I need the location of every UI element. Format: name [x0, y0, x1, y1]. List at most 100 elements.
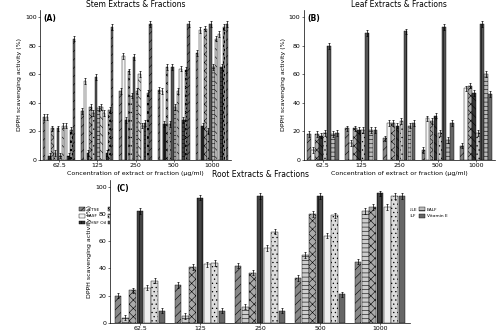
- Bar: [136, 91, 138, 160]
- Text: (B): (B): [308, 14, 320, 24]
- Bar: [168, 124, 171, 160]
- Bar: [376, 193, 384, 323]
- Bar: [388, 123, 391, 160]
- Bar: [484, 74, 488, 160]
- Bar: [92, 113, 94, 160]
- Bar: [176, 91, 179, 160]
- Bar: [138, 74, 141, 160]
- Bar: [166, 67, 168, 160]
- Bar: [120, 91, 122, 160]
- Bar: [204, 29, 206, 160]
- Bar: [144, 123, 146, 160]
- Bar: [408, 126, 412, 160]
- Bar: [362, 211, 369, 323]
- Bar: [358, 130, 361, 160]
- Bar: [70, 130, 72, 160]
- Bar: [196, 197, 203, 323]
- Y-axis label: DPPH scavenging activity (%): DPPH scavenging activity (%): [17, 38, 22, 132]
- Bar: [324, 236, 330, 323]
- Bar: [264, 248, 270, 323]
- Bar: [90, 107, 92, 160]
- Bar: [384, 207, 390, 323]
- Bar: [51, 129, 54, 160]
- Bar: [370, 207, 376, 323]
- Bar: [130, 290, 136, 323]
- Text: (A): (A): [44, 14, 56, 24]
- Bar: [426, 119, 430, 160]
- Bar: [295, 278, 302, 323]
- Bar: [327, 46, 331, 160]
- Bar: [400, 121, 404, 160]
- Bar: [115, 296, 121, 323]
- Bar: [315, 134, 318, 160]
- Bar: [211, 263, 218, 323]
- Bar: [223, 27, 226, 160]
- Bar: [215, 39, 218, 160]
- Y-axis label: DPPH scavenging activity (%): DPPH scavenging activity (%): [87, 205, 92, 298]
- Bar: [235, 266, 242, 323]
- Bar: [56, 129, 59, 160]
- Bar: [302, 255, 309, 323]
- Bar: [392, 123, 395, 160]
- Bar: [108, 110, 111, 160]
- Bar: [122, 318, 129, 323]
- Bar: [355, 262, 362, 323]
- Bar: [182, 120, 184, 160]
- Bar: [353, 129, 357, 160]
- Bar: [59, 156, 62, 160]
- Bar: [84, 81, 86, 160]
- Bar: [438, 133, 442, 160]
- Bar: [472, 93, 476, 160]
- Bar: [68, 156, 70, 160]
- Bar: [331, 215, 338, 323]
- Bar: [331, 134, 335, 160]
- Bar: [396, 126, 399, 160]
- Bar: [404, 31, 407, 160]
- Bar: [46, 117, 48, 160]
- Bar: [464, 89, 468, 160]
- Bar: [212, 67, 214, 160]
- Bar: [336, 133, 339, 160]
- Bar: [345, 129, 349, 160]
- Bar: [174, 107, 176, 160]
- Bar: [384, 139, 387, 160]
- Bar: [133, 57, 136, 160]
- Bar: [207, 131, 209, 160]
- Bar: [81, 111, 84, 160]
- Bar: [98, 109, 100, 160]
- Bar: [180, 69, 182, 160]
- Bar: [446, 140, 450, 160]
- Bar: [210, 24, 212, 160]
- Bar: [43, 117, 46, 160]
- Bar: [310, 214, 316, 323]
- Text: (C): (C): [116, 184, 128, 193]
- Bar: [398, 196, 405, 323]
- Bar: [149, 24, 152, 160]
- Bar: [250, 272, 256, 323]
- Bar: [73, 39, 76, 160]
- Bar: [160, 91, 163, 160]
- Bar: [198, 30, 201, 160]
- Bar: [171, 67, 173, 160]
- Bar: [242, 307, 249, 323]
- Bar: [188, 24, 190, 160]
- X-axis label: Concentration of extract or fraction (μg/ml): Concentration of extract or fraction (μg…: [331, 171, 468, 176]
- Bar: [141, 126, 144, 160]
- Bar: [422, 150, 426, 160]
- Bar: [476, 133, 480, 160]
- Bar: [349, 143, 353, 160]
- Bar: [158, 311, 165, 323]
- Bar: [202, 126, 204, 160]
- Bar: [64, 126, 67, 160]
- X-axis label: Concentration of extract or fraction (μg/ml): Concentration of extract or fraction (μg…: [67, 171, 204, 176]
- Bar: [136, 211, 143, 323]
- Bar: [488, 94, 492, 160]
- Bar: [256, 196, 264, 323]
- Title: Stem Extracts & Fractions: Stem Extracts & Fractions: [86, 0, 186, 9]
- Bar: [271, 232, 278, 323]
- Title: Leaf Extracts & Fractions: Leaf Extracts & Fractions: [352, 0, 448, 9]
- Bar: [158, 90, 160, 160]
- Bar: [125, 120, 128, 160]
- Bar: [196, 53, 198, 160]
- Bar: [130, 96, 133, 160]
